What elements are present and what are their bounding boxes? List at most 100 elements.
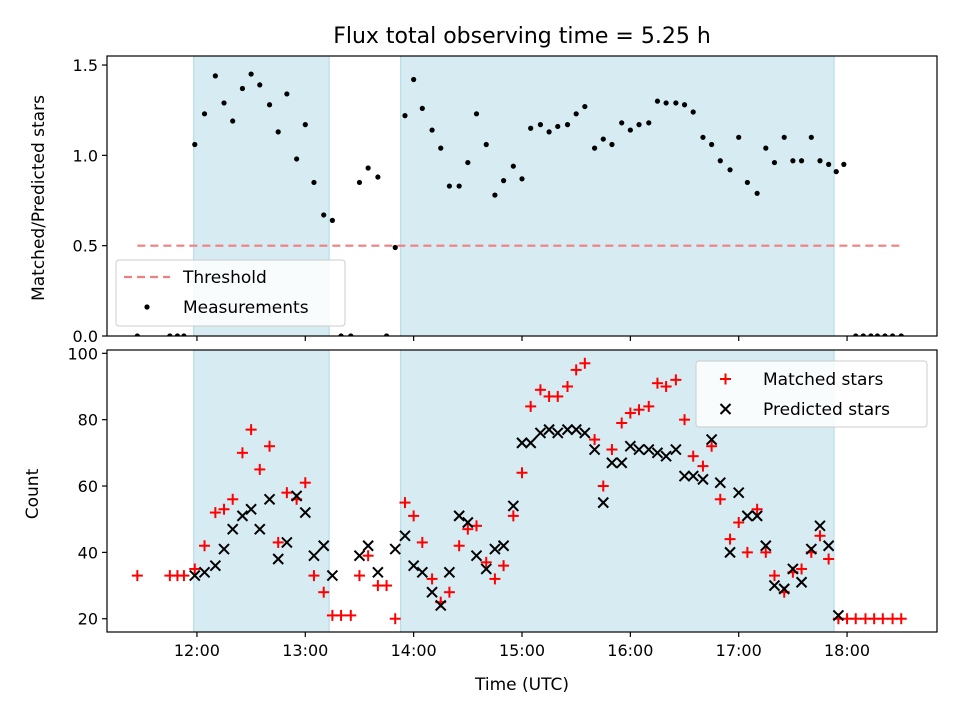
y-tick-label: 0.5 [73, 237, 98, 256]
y-tick-label: 40 [78, 543, 98, 562]
top-ylabel: Matched/Predicted stars [29, 95, 49, 301]
measurement-point [636, 122, 641, 127]
measurement-point [628, 127, 633, 132]
measurement-point [655, 99, 660, 104]
measurement-point [447, 183, 452, 188]
measurement-point [799, 158, 804, 163]
measurement-point [492, 192, 497, 197]
measurement-point [303, 122, 308, 127]
measurement-point [519, 176, 524, 181]
measurement-point [772, 160, 777, 165]
measurement-point [366, 165, 371, 170]
x-tick-label: 17:00 [716, 641, 762, 660]
x-tick-label: 18:00 [824, 641, 870, 660]
bottom-panel: 2040608010012:00 13:00 14:00 15:00 16:00 17:0… [67, 344, 937, 660]
measurement-point [240, 86, 245, 91]
legend-measurements-swatch [144, 304, 149, 309]
measurement-point [682, 102, 687, 107]
matched-star-point [850, 613, 861, 624]
matched-star-point [132, 570, 143, 581]
measurement-point [555, 124, 560, 129]
measurement-point [809, 135, 814, 140]
measurement-point [375, 174, 380, 179]
measurement-point [763, 146, 768, 151]
matched-star-point [354, 570, 365, 581]
y-tick-label: 0.0 [73, 327, 98, 346]
measurement-point [202, 111, 207, 116]
measurement-point [402, 113, 407, 118]
measurement-point [538, 122, 543, 127]
matched-star-point [877, 613, 888, 624]
measurement-point [582, 104, 587, 109]
measurement-point [841, 162, 846, 167]
measurement-point [619, 120, 624, 125]
x-tick-label: 12:00 [174, 641, 220, 660]
measurement-point [429, 127, 434, 132]
x-tick-label: 14:00 [391, 641, 437, 660]
predicted-star-point [373, 567, 383, 577]
top-panel: 0.0 0.5 1.0 1.5 Threshold Measurements [73, 56, 937, 346]
predicted-star-point [390, 544, 400, 554]
measurement-point [457, 183, 462, 188]
measurement-point [484, 142, 489, 147]
matched-star-point [336, 610, 347, 621]
legend-measurements-label: Measurements [183, 298, 309, 318]
measurement-point [311, 180, 316, 185]
measurement-point [321, 212, 326, 217]
y-tick-label: 1.5 [73, 56, 98, 75]
measurement-point [826, 162, 831, 167]
measurement-point [727, 167, 732, 172]
measurement-point [691, 109, 696, 114]
measurement-point [745, 180, 750, 185]
measurement-point [267, 102, 272, 107]
bottom-ylabel: Count [23, 468, 43, 519]
measurement-point [221, 100, 226, 105]
measurement-point [782, 135, 787, 140]
matched-star-point [390, 613, 401, 624]
measurement-point [718, 158, 723, 163]
legend: Threshold Measurements [116, 260, 345, 326]
measurement-point [192, 142, 197, 147]
matched-star-point [345, 610, 356, 621]
measurement-point [700, 135, 705, 140]
figure: Flux total observing time = 5.25 h 0.00.… [0, 0, 960, 720]
measurement-point [357, 180, 362, 185]
measurement-point [411, 77, 416, 82]
measurement-point [474, 111, 479, 116]
measurement-point [501, 178, 506, 183]
measurement-point [790, 158, 795, 163]
measurement-point [817, 158, 822, 163]
measurement-point [230, 118, 235, 123]
legend-predicted-label: Predicted stars [763, 400, 890, 420]
measurement-point [213, 73, 218, 78]
chart-title: Flux total observing time = 5.25 h [333, 24, 711, 49]
measurement-point [709, 142, 714, 147]
measurement-point [565, 122, 570, 127]
measurement-point [574, 111, 579, 116]
y-tick-label: 80 [78, 411, 98, 430]
measurement-point [601, 136, 606, 141]
xlabel: Time (UTC) [474, 675, 569, 695]
measurement-point [592, 146, 597, 151]
measurement-point [673, 100, 678, 105]
legend-threshold-label: Threshold [182, 268, 267, 288]
legend-matched-label: Matched stars [763, 370, 883, 390]
shaded-interval [401, 56, 834, 336]
x-tick-label: 15:00 [499, 641, 545, 660]
measurement-point [664, 100, 669, 105]
predicted-star-point [363, 541, 373, 551]
matched-star-point [381, 580, 392, 591]
measurement-point [609, 142, 614, 147]
measurement-point [393, 245, 398, 250]
measurement-point [528, 126, 533, 131]
y-tick-label: 1.0 [73, 146, 98, 165]
measurement-point [249, 71, 254, 76]
measurement-point [511, 164, 516, 169]
y-tick-label: 20 [78, 610, 98, 629]
measurement-point [834, 169, 839, 174]
measurement-point [284, 91, 289, 96]
legend: Matched stars Predicted stars [696, 361, 927, 427]
x-tick-label: 13:00 [282, 641, 328, 660]
measurement-point [294, 156, 299, 161]
measurement-point [736, 135, 741, 140]
